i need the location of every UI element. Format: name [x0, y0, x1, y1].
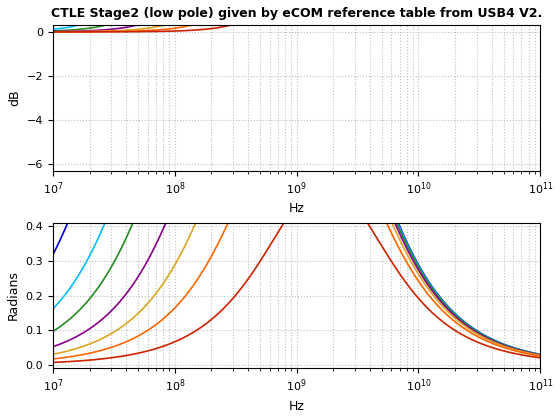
Title: CTLE Stage2 (low pole) given by eCOM reference table from USB4 V2.: CTLE Stage2 (low pole) given by eCOM ref…	[51, 7, 542, 20]
Y-axis label: dB: dB	[8, 89, 21, 106]
Y-axis label: Radians: Radians	[7, 270, 20, 320]
X-axis label: Hz: Hz	[289, 202, 305, 215]
X-axis label: Hz: Hz	[289, 400, 305, 413]
